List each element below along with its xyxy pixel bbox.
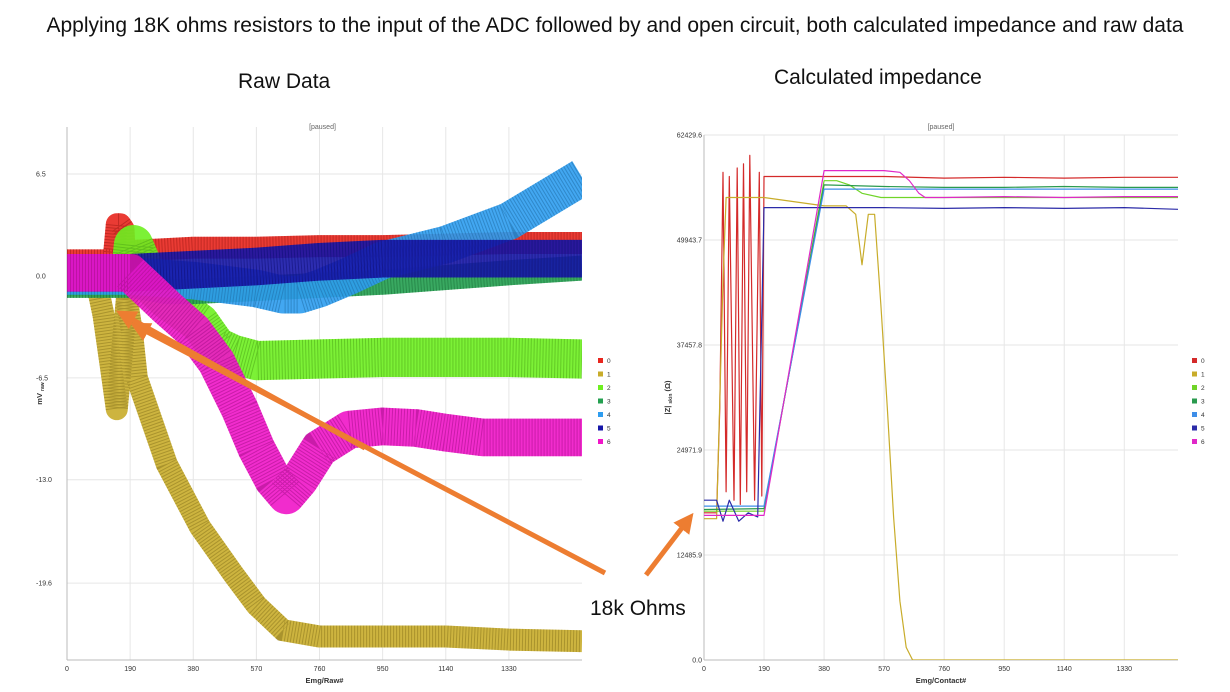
annotation-label: 18k Ohms <box>590 597 686 620</box>
legend-swatch-2 <box>1192 385 1197 390</box>
legend-label-3: 3 <box>607 399 611 406</box>
chart-status: [paused] <box>309 124 336 131</box>
legend-swatch-1 <box>1192 371 1197 377</box>
legend-swatch-0 <box>1192 358 1197 363</box>
legend-swatch-0 <box>598 358 603 363</box>
legend: 0 1 2 3 4 5 6 <box>1192 358 1205 446</box>
x-tick-label: 950 <box>377 666 389 673</box>
y-tick-label: 37457.8 <box>677 342 702 349</box>
y-tick-label: 6.5 <box>36 172 46 179</box>
legend-label-2: 2 <box>1201 385 1205 392</box>
y-tick-label: -13.0 <box>36 477 52 484</box>
legend-label-6: 6 <box>1201 439 1205 446</box>
impedance-chart: 0 190 380 570 760 950 1140 1330 0.0 12485.9 24971.… <box>663 124 1205 685</box>
series-line-6 <box>704 169 1178 516</box>
y-axis-label: mV raw <box>35 382 46 404</box>
legend-swatch-2 <box>598 385 603 390</box>
x-axis-label: Emg/Raw# <box>306 676 345 685</box>
legend-swatch-4 <box>598 412 603 417</box>
legend-label-0: 0 <box>1201 358 1205 365</box>
y-tick-label: -6.5 <box>36 375 48 382</box>
x-tick-label: 1330 <box>1116 666 1132 673</box>
y-tick-label: 12485.9 <box>677 553 702 560</box>
x-tick-label: 0 <box>65 666 69 673</box>
legend-label-5: 5 <box>607 426 611 433</box>
legend-swatch-6 <box>598 439 603 444</box>
y-axis-label: |Z| skin (Ω) <box>663 380 674 414</box>
plot-area <box>704 154 1178 660</box>
legend-label-2: 2 <box>607 385 611 392</box>
x-tick-label: 380 <box>818 666 830 673</box>
series-line-1 <box>704 196 1178 660</box>
x-tick-label: 1140 <box>1057 666 1072 673</box>
raw-data-panel-title: Raw Data <box>238 70 331 93</box>
x-tick-label: 1330 <box>501 666 517 673</box>
legend: 0 1 2 3 4 5 6 <box>598 358 611 446</box>
y-tick-label: 62429.6 <box>677 133 702 140</box>
x-tick-label: 380 <box>187 666 199 673</box>
legend-swatch-5 <box>598 425 603 431</box>
series-texture-6 <box>67 253 582 525</box>
arrow-to-impedance <box>644 512 694 577</box>
x-tick-label: 570 <box>251 666 263 673</box>
x-tick-label: 570 <box>878 666 890 673</box>
legend-label-1: 1 <box>1201 372 1205 379</box>
series-texture-1 <box>67 264 582 653</box>
x-tick-label: 950 <box>998 666 1010 673</box>
legend-swatch-4 <box>1192 412 1197 417</box>
legend-swatch-3 <box>598 398 603 404</box>
legend-swatch-6 <box>1192 439 1197 444</box>
y-tick-label: -19.6 <box>36 581 52 588</box>
y-tick-label: 0.0 <box>36 273 46 280</box>
legend-label-6: 6 <box>607 439 611 446</box>
chart-status: [paused] <box>928 124 955 131</box>
legend-label-4: 4 <box>1201 412 1205 419</box>
y-tick-label: 0.0 <box>692 658 702 665</box>
legend-swatch-5 <box>1192 425 1197 431</box>
y-tick-label: 49943.7 <box>677 237 702 244</box>
legend-swatch-3 <box>1192 398 1197 404</box>
x-tick-label: 1140 <box>438 666 453 673</box>
legend-label-0: 0 <box>607 358 611 365</box>
legend-swatch-1 <box>598 371 603 377</box>
series-line-0 <box>704 154 1178 514</box>
x-tick-label: 760 <box>938 666 950 673</box>
x-axis-label: Emg/Contact# <box>916 676 967 685</box>
x-tick-label: 190 <box>758 666 770 673</box>
x-tick-label: 0 <box>702 666 706 673</box>
impedance-panel-title: Calculated impedance <box>774 66 982 89</box>
series-texture-2 <box>67 167 582 381</box>
x-tick-label: 190 <box>124 666 136 673</box>
legend-label-1: 1 <box>607 372 611 379</box>
legend-label-3: 3 <box>1201 399 1205 406</box>
x-tick-label: 760 <box>314 666 326 673</box>
legend-label-4: 4 <box>607 412 611 419</box>
raw-data-chart: 0 190 380 570 760 950 1140 1330 6.5 0.0 -6.5 -13.0 -… <box>35 124 611 685</box>
arrow-to-raw-start <box>116 310 367 451</box>
y-tick-label: 24971.9 <box>677 447 702 454</box>
legend-label-5: 5 <box>1201 426 1205 433</box>
figure-title: Applying 18K ohms resistors to the input… <box>46 14 1184 37</box>
plot-area <box>67 161 582 653</box>
series-line-5 <box>704 206 1178 522</box>
